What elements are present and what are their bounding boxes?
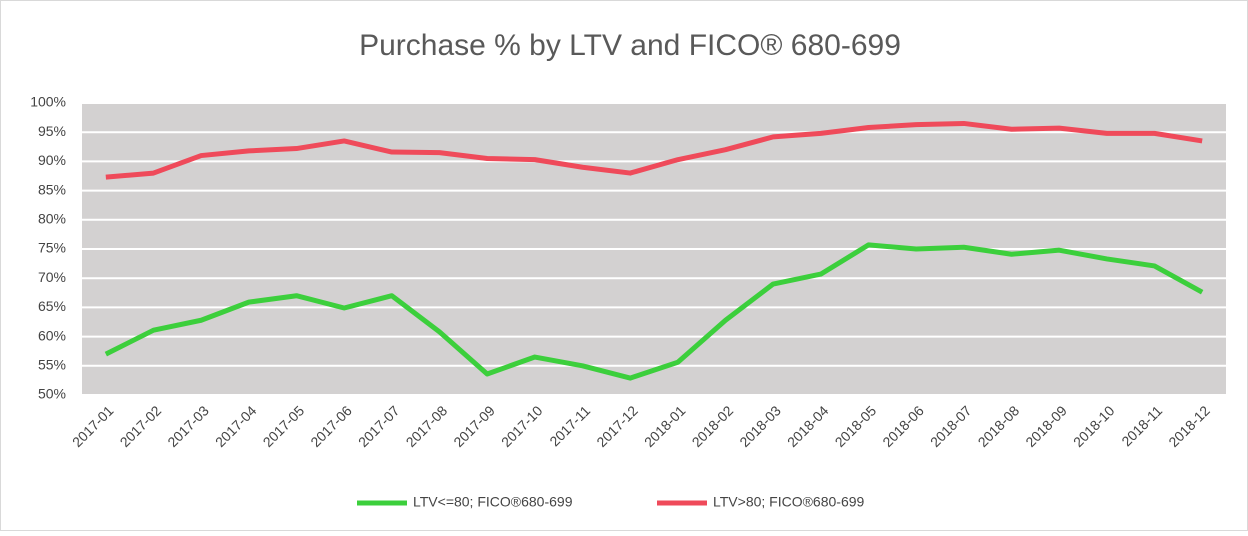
line-series <box>104 242 1204 381</box>
y-tick-label: 85% <box>38 181 66 197</box>
line-series <box>105 120 1203 180</box>
y-tick-label: 55% <box>38 357 66 373</box>
y-tick-label: 70% <box>38 269 66 285</box>
y-tick-label: 65% <box>38 298 66 314</box>
legend-label: LTV>80; FICO®680-699 <box>713 494 865 510</box>
y-tick-label: 90% <box>38 152 66 168</box>
y-tick-label: 60% <box>38 327 66 343</box>
y-tick-label: 95% <box>38 123 66 139</box>
y-tick-label: 100% <box>30 94 66 110</box>
y-tick-label: 50% <box>38 386 66 402</box>
y-tick-label: 80% <box>38 211 66 227</box>
y-tick-label: 75% <box>38 240 66 256</box>
chart-title: Purchase % by LTV and FICO® 680-699 <box>359 29 901 62</box>
legend-label: LTV<=80; FICO®680-699 <box>413 494 573 510</box>
